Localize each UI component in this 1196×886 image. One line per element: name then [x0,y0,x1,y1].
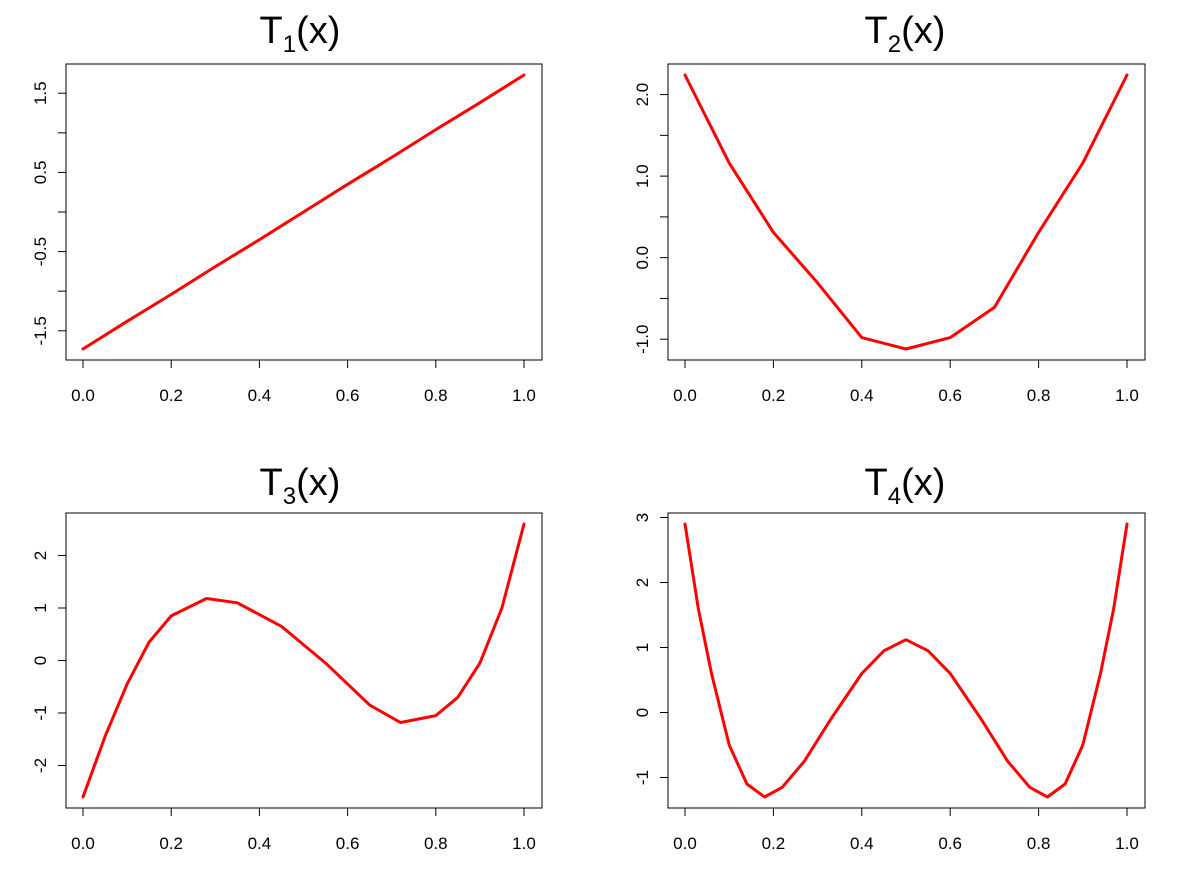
x-tick-label: 0.6 [336,834,360,853]
x-tick-label: 0.6 [938,834,962,853]
x-tick-label: 1.0 [512,834,536,853]
title-subscript: 1 [283,31,296,58]
panel-title: T4(x) [865,462,946,510]
panel-t4: T4(x) 0.0 0.2 0.4 0.6 0.8 1.0 3 2 1 0 -1 [633,462,1146,853]
x-tick-label: 0.4 [850,386,874,405]
x-tick-label: 0.6 [336,386,360,405]
x-tick-label: 0.2 [762,386,786,405]
x-tick-label: 1.0 [1115,834,1139,853]
y-tick-label: 2 [633,578,652,587]
title-main: T [865,10,888,52]
x-tick-label: 0.8 [1027,386,1051,405]
x-tick-label: 0.2 [159,386,183,405]
title-main: T [865,462,888,504]
y-tick-label: -0.5 [31,237,50,266]
y-tick-label: 1 [31,603,50,612]
y-tick-label: -1 [31,705,50,720]
panel-title: T1(x) [260,10,341,58]
y-tick-label: 0.5 [31,161,50,185]
x-tick-label: 1.0 [512,386,536,405]
title-subscript: 3 [283,483,296,510]
x-tick-label: 0.0 [71,834,95,853]
y-tick-label: 2 [31,551,50,560]
series-line [81,73,526,351]
x-tick-label: 0.4 [248,834,272,853]
x-tick-label: 0.2 [159,834,183,853]
panel-t1: T1(x) 0.0 0.2 0.4 0.6 0.8 1.0 1.5 0.5 -0.5 -1.5 [31,10,543,405]
x-tick-label: 0.2 [762,834,786,853]
x-tick-label: 0.8 [424,386,448,405]
title-suffix: (x) [901,462,945,504]
y-tick-label: 0.0 [633,246,652,270]
title-main: T [260,10,283,52]
x-tick-label: 0.4 [850,834,874,853]
x-tick-label: 0.6 [938,386,962,405]
x-tick-label: 0.8 [424,834,448,853]
title-suffix: (x) [901,10,945,52]
y-tick-label: 0 [31,656,50,665]
x-tick-label: 0.0 [673,386,697,405]
series-line [683,73,1129,351]
x-tick-label: 0.0 [71,386,95,405]
title-subscript: 4 [888,483,901,510]
title-subscript: 2 [888,31,901,58]
y-tick-label: 3 [633,513,652,522]
panel-title: T2(x) [865,10,946,58]
series-line [81,522,526,799]
y-tick-label: 0 [633,708,652,717]
y-tick-label: -1.0 [633,325,652,354]
x-tick-label: 0.8 [1027,834,1051,853]
x-tick-label: 0.0 [673,834,697,853]
plot-frame [667,63,1146,361]
y-tick-label: 1 [633,643,652,652]
plot-frame [65,512,543,809]
y-tick-label: 2.0 [633,83,652,107]
x-tick-label: 0.4 [248,386,272,405]
y-tick-label: -1 [633,770,652,785]
y-tick-label: -1.5 [31,316,50,345]
title-suffix: (x) [296,10,340,52]
title-main: T [260,462,283,504]
panel-t3: T3(x) 0.0 0.2 0.4 0.6 0.8 1.0 2 1 0 -1 -2 [31,462,543,853]
title-suffix: (x) [296,462,340,504]
x-tick-label: 1.0 [1115,386,1139,405]
y-tick-label: 1.0 [633,164,652,188]
series-line [683,522,1129,799]
panel-t2: T2(x) 0.0 0.2 0.4 0.6 0.8 1.0 2.0 1.0 0.0 -1.0 [633,10,1146,405]
y-tick-label: 1.5 [31,81,50,105]
panel-title: T3(x) [260,462,341,510]
y-tick-label: -2 [31,758,50,773]
